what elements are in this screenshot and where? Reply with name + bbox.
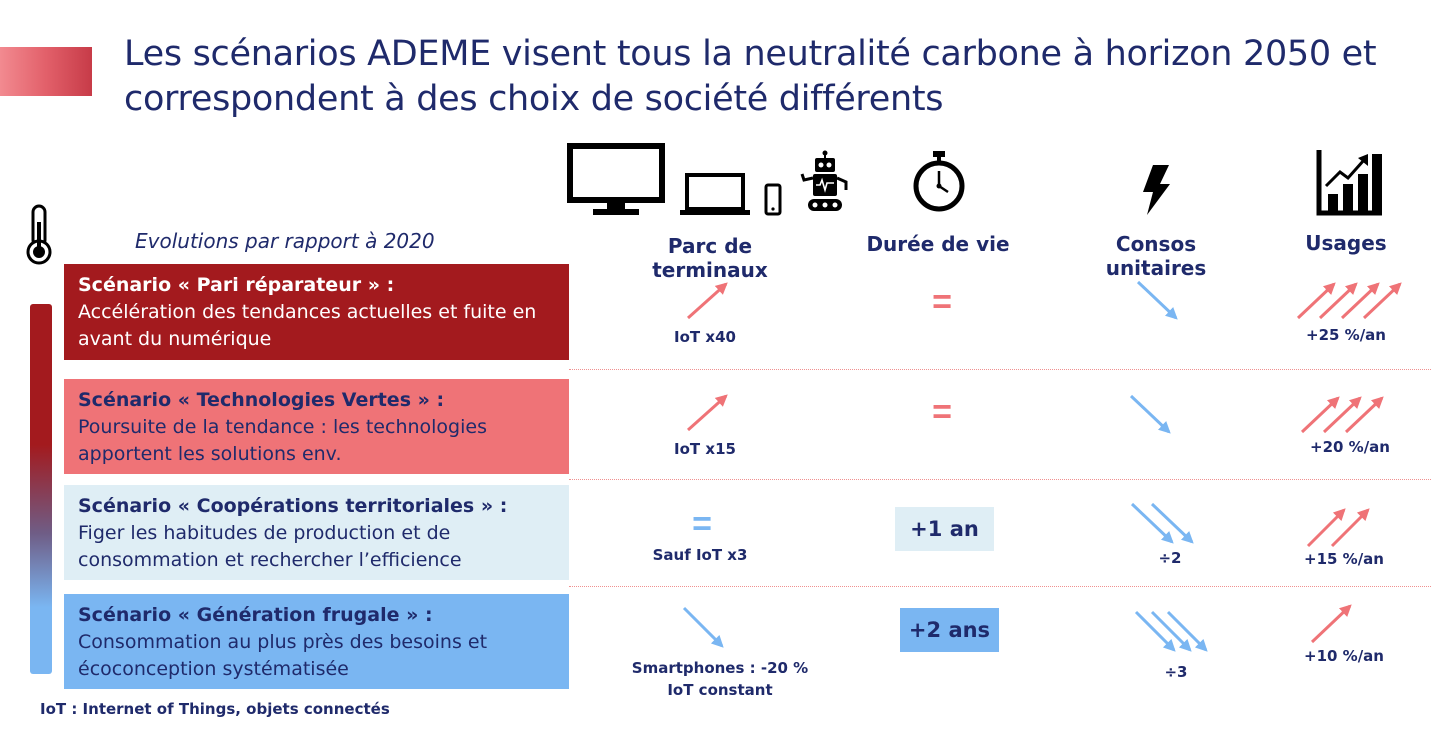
consos-down-arrows: [1134, 610, 1208, 652]
column-header-terminaux: Parc de terminaux: [652, 234, 768, 282]
usages-up-arrows: [1306, 508, 1370, 548]
usages-up-arrows: [1300, 396, 1384, 434]
usages-label: +10 %/an: [1304, 647, 1384, 665]
usages-label: +15 %/an: [1304, 550, 1384, 568]
consos-down-arrows: [1130, 502, 1194, 544]
row-divider: [569, 369, 1431, 370]
scenario-desc-line-2: consommation et rechercher l’efficience: [78, 549, 462, 571]
column-header-consos: Consos unitaires: [1105, 232, 1207, 280]
scenario-desc-line-1: Consommation au plus près des besoins et: [78, 631, 488, 653]
title-line-1: Les scénarios ADEME visent tous la neutr…: [124, 34, 1377, 74]
scenario-desc-line-2: écoconception systématisée: [78, 658, 349, 680]
duree-badge: +2 ans: [900, 608, 999, 652]
trend-up-arrow: [686, 282, 728, 320]
usages-label: +20 %/an: [1310, 438, 1390, 456]
scenario-name: Scénario « Coopérations territoriales » …: [78, 495, 508, 517]
stopwatch-icon: [913, 151, 965, 212]
scenario-name: Scénario « Technologies Vertes » :: [78, 389, 445, 411]
column-header-duree: Durée de vie: [866, 232, 1010, 256]
usages-up-arrows: [1296, 282, 1402, 320]
scenario-desc-line-2: avant du numérique: [78, 328, 272, 350]
bar-chart-rising-icon: [1316, 150, 1382, 216]
title-accent-bar: [0, 47, 92, 96]
duree-equal-sign: =: [932, 393, 952, 431]
terminaux-equal-sign: =: [692, 505, 712, 543]
monitor-icon: [567, 143, 665, 215]
footnote: IoT : Internet of Things, objets connect…: [40, 700, 390, 718]
thermometer-icon: [26, 204, 52, 265]
terminaux-label: IoT x40: [674, 328, 736, 346]
evolutions-label: Evolutions par rapport à 2020: [135, 229, 435, 253]
terminaux-line-2: IoT constant: [667, 681, 773, 699]
scenario-desc-line-2: apportent les solutions env.: [78, 443, 342, 465]
row-divider: [569, 479, 1431, 480]
temperature-gradient-bar: [30, 304, 52, 674]
scenario-name: Scénario « Pari réparateur » :: [78, 274, 395, 296]
trend-up-arrow: [686, 394, 728, 432]
terminaux-label: IoT x15: [674, 440, 736, 458]
robot-icon: [800, 150, 848, 211]
scenario-box-cooperations-territoriales: Scénario « Coopérations territoriales » …: [64, 485, 569, 580]
duree-badge: +1 an: [895, 507, 994, 551]
consos-label: ÷2: [1158, 549, 1182, 567]
scenario-box-technologies-vertes: Scénario « Technologies Vertes » : Pours…: [64, 379, 569, 474]
smartphone-icon: [764, 183, 782, 216]
scenario-desc-line-1: Accélération des tendances actuelles et …: [78, 301, 537, 323]
terminaux-label: Smartphones : -20 % IoT constant: [620, 657, 820, 701]
duree-equal-sign: =: [932, 283, 952, 321]
laptop-icon: [680, 173, 750, 215]
usages-up-arrow: [1310, 604, 1352, 644]
scenario-box-pari-reparateur: Scénario « Pari réparateur » : Accélérat…: [64, 264, 569, 360]
consos-down-arrow: [1136, 280, 1178, 320]
scenario-name: Scénario « Génération frugale » :: [78, 604, 433, 626]
consos-down-arrow: [1129, 394, 1171, 434]
lightning-icon: [1143, 165, 1170, 215]
scenario-desc-line-1: Figer les habitudes de production et de: [78, 522, 451, 544]
column-header-usages: Usages: [1305, 231, 1387, 255]
title-line-2: correspondent à des choix de société dif…: [124, 79, 944, 119]
slide-title: Les scénarios ADEME visent tous la neutr…: [124, 32, 1424, 122]
consos-label: ÷3: [1164, 663, 1188, 681]
terminaux-label: Sauf IoT x3: [652, 546, 748, 564]
usages-label: +25 %/an: [1306, 326, 1386, 344]
terminaux-line-1: Smartphones : -20 %: [631, 659, 809, 677]
trend-down-arrow: [682, 606, 724, 648]
scenario-box-generation-frugale: Scénario « Génération frugale » : Consom…: [64, 594, 569, 689]
row-divider: [569, 586, 1431, 587]
scenario-desc-line-1: Poursuite de la tendance : les technolog…: [78, 416, 487, 438]
